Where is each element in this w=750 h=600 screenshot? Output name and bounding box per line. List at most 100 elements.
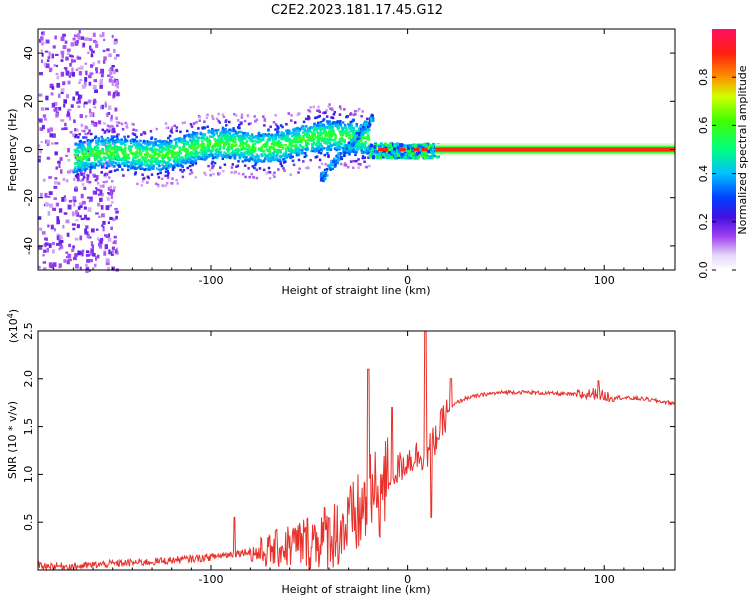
heatmap-cell	[330, 134, 334, 138]
heatmap-cell	[101, 150, 105, 153]
heatmap-cell	[139, 167, 142, 171]
heatmap-cell	[107, 186, 110, 191]
heatmap-cell	[224, 137, 228, 140]
heatmap-cell	[252, 136, 256, 139]
heatmap-cell	[334, 136, 337, 140]
heatmap-cell	[75, 263, 79, 269]
heatmap-cell	[90, 241, 94, 247]
spectrogram-y-tick-label: 40	[22, 46, 35, 60]
heatmap-cell	[357, 142, 361, 146]
heatmap-cell	[289, 155, 292, 159]
heatmap-cell	[42, 178, 46, 182]
heatmap-cell	[333, 157, 336, 161]
heatmap-cell	[184, 139, 187, 143]
heatmap-cell	[66, 260, 70, 265]
heatmap-cell	[117, 155, 120, 158]
heatmap-cell	[279, 141, 282, 145]
heatmap-cell	[257, 131, 261, 135]
heatmap-cell	[171, 164, 174, 167]
heatmap-cell	[53, 101, 58, 106]
heatmap-cell	[300, 139, 304, 143]
heatmap-cell	[289, 153, 293, 157]
heatmap-cell	[178, 146, 181, 149]
heatmap-cell	[288, 129, 291, 133]
heatmap-cell	[181, 170, 184, 174]
heatmap-cell	[113, 142, 116, 146]
heatmap-cell	[77, 56, 82, 60]
heatmap-cell	[65, 56, 69, 61]
heatmap-cell	[170, 126, 174, 129]
heatmap-cell	[122, 162, 125, 166]
heatmap-cell	[193, 158, 197, 162]
heatmap-cell	[165, 126, 168, 130]
heatmap-cell	[120, 138, 123, 141]
snr-x-tick-label: -100	[199, 573, 224, 586]
heatmap-cell	[166, 155, 170, 159]
heatmap-cell	[65, 251, 69, 254]
heatmap-cell	[75, 162, 79, 165]
heatmap-cell	[240, 142, 243, 146]
heatmap-cell	[41, 41, 45, 45]
heatmap-cell	[215, 132, 218, 135]
heatmap-cell	[357, 133, 361, 137]
heatmap-cell	[115, 80, 119, 84]
heatmap-cell	[356, 129, 359, 133]
heatmap-cell	[78, 162, 81, 166]
heatmap-cell	[137, 161, 140, 165]
heatmap-cell	[78, 71, 83, 76]
heatmap-cell	[141, 156, 144, 160]
heatmap-cell	[314, 116, 317, 120]
heatmap-cell	[175, 144, 179, 148]
heatmap-cell	[308, 135, 312, 138]
heatmap-cell	[255, 168, 258, 172]
heatmap-cell	[269, 159, 273, 163]
snr-x-label: Height of straight line (km)	[281, 583, 430, 596]
heatmap-cell	[150, 160, 153, 164]
heatmap-cell	[148, 141, 151, 144]
heatmap-cell	[114, 249, 118, 254]
heatmap-cell	[38, 155, 42, 158]
heatmap-cell	[389, 143, 393, 147]
heatmap-cell	[105, 141, 109, 144]
heatmap-cell	[94, 163, 98, 167]
heatmap-cell	[183, 134, 186, 138]
heatmap-cell	[164, 122, 168, 125]
heatmap-cell	[39, 72, 43, 76]
heatmap-cell	[283, 134, 287, 137]
heatmap-cell	[53, 64, 57, 67]
heatmap-cell	[391, 150, 395, 154]
heatmap-cell	[96, 237, 100, 241]
heatmap-cell	[89, 251, 94, 256]
heatmap-cell	[146, 153, 149, 157]
heatmap-cell	[237, 123, 241, 127]
heatmap-cell	[322, 118, 326, 121]
heatmap-cell	[351, 138, 354, 141]
heatmap-cell	[306, 129, 309, 132]
heatmap-cell	[242, 141, 246, 145]
snr-y-tick-label: 2.5	[22, 322, 35, 340]
heatmap-cell	[83, 164, 86, 168]
heatmap-cell	[123, 143, 127, 147]
heatmap-cell	[135, 155, 139, 159]
heatmap-cell	[346, 133, 349, 137]
heatmap-cell	[357, 145, 360, 149]
heatmap-cell	[303, 152, 307, 155]
heatmap-cell	[186, 142, 190, 146]
heatmap-cell	[142, 158, 146, 162]
heatmap-cell	[191, 131, 195, 134]
heatmap-cell	[283, 136, 287, 139]
heatmap-cell	[257, 156, 260, 160]
heatmap-cell	[291, 155, 294, 159]
heatmap-cell	[164, 170, 168, 174]
heatmap-cell	[72, 96, 76, 101]
heatmap-cell	[84, 169, 87, 173]
heatmap-cell	[349, 140, 353, 144]
heatmap-cell	[109, 117, 113, 122]
heatmap-cell	[49, 133, 53, 138]
heatmap-cell	[288, 138, 292, 141]
heatmap-cell	[276, 152, 279, 156]
heatmap-cell	[143, 153, 147, 156]
heatmap-cell	[165, 144, 168, 148]
heatmap-cell	[85, 70, 88, 76]
heatmap-cell	[111, 136, 115, 140]
